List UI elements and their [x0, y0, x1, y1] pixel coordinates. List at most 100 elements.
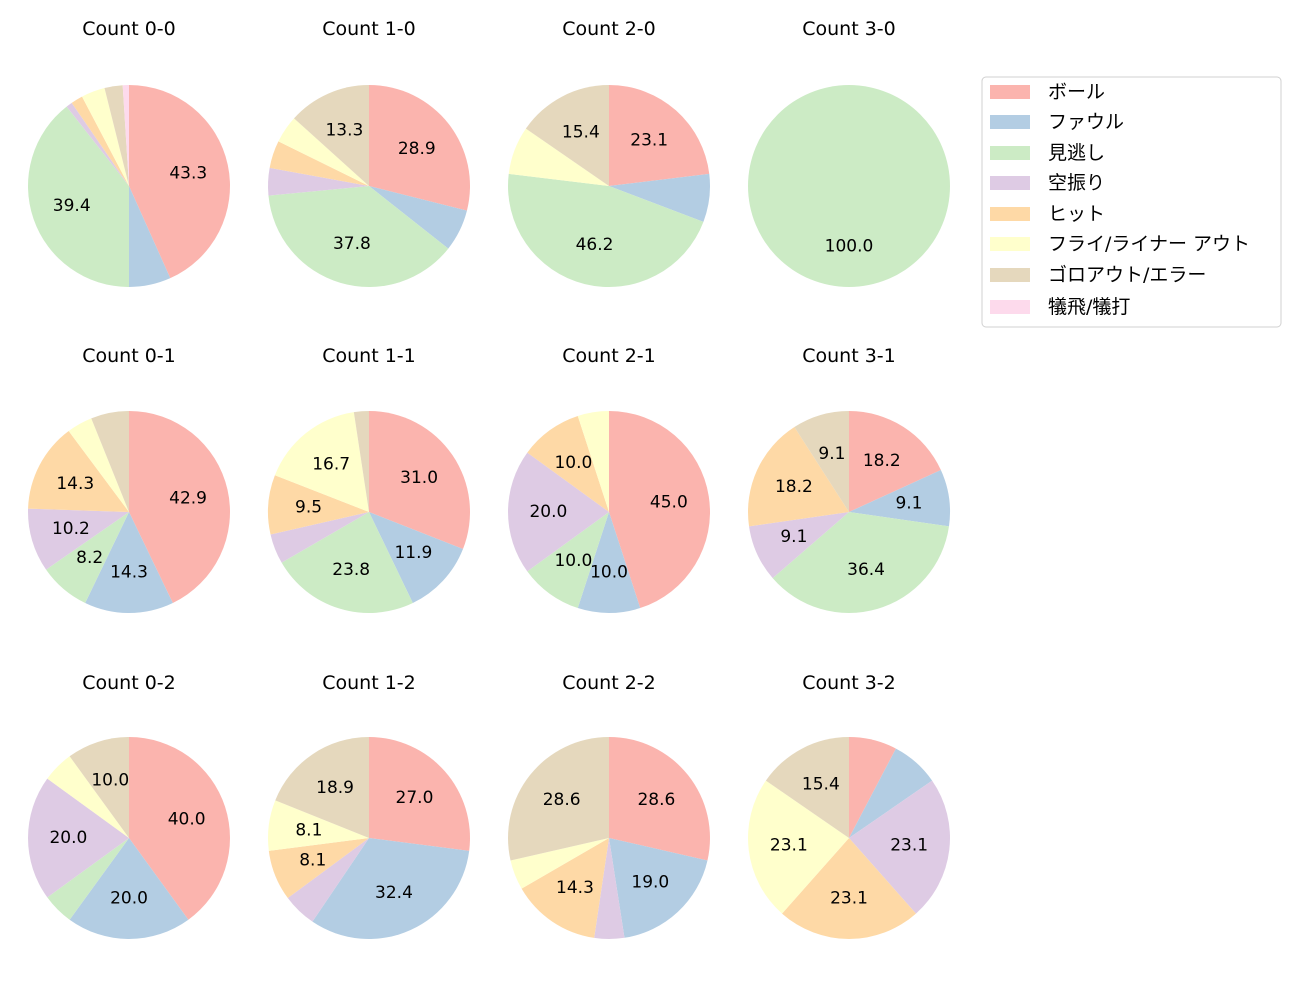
pie-title: Count 3-1 [802, 345, 896, 367]
legend-label: ゴロアウト/エラー [1048, 264, 1206, 286]
slice-label: 40.0 [168, 809, 206, 829]
pie-slice-4 [268, 838, 369, 899]
slice-label: 18.2 [775, 477, 813, 497]
slice-label: 8.1 [299, 851, 326, 871]
slice-label: 32.4 [375, 883, 413, 903]
pie-count-2-1: Count 2-145.010.010.020.010.0 [508, 345, 711, 613]
pie-slice-1 [369, 186, 467, 249]
pie-slice-1 [849, 470, 950, 527]
pie-slice-4 [527, 415, 609, 512]
pie-count-2-2: Count 2-2 28.6 19.0 14.3 28.6 [508, 672, 710, 939]
pie-slice-0 [849, 737, 896, 838]
pie-slice-5 [747, 780, 849, 914]
slice-label: 9.1 [818, 444, 845, 464]
pie-title: Count 2-2 [562, 672, 656, 694]
slice-label: 23.1 [770, 835, 808, 855]
pie-slice-6 [91, 411, 129, 512]
pie-slice-5 [268, 800, 369, 851]
slice-label: 42.9 [169, 489, 207, 509]
pie-slice-0 [609, 411, 711, 609]
pie-slice-1 [129, 186, 171, 287]
pie-slice-1 [609, 838, 708, 938]
slice-label: 19.0 [631, 872, 669, 892]
pie-slice-6 [794, 411, 849, 512]
slice-label: 23.1 [830, 889, 868, 909]
pie-title: Count 3-0 [802, 18, 896, 40]
slice-label: 28.6 [637, 790, 675, 810]
pie-title: Count 0-1 [82, 345, 176, 367]
slice-label: 10.0 [554, 453, 592, 473]
pie-slice-0 [129, 411, 231, 603]
pie-slice-2 [46, 512, 129, 603]
pie-slice-3 [849, 780, 951, 914]
slice-label: 28.9 [398, 139, 436, 159]
legend-label: 見逃し [1048, 142, 1105, 164]
pie-count-1-1: Count 1-1 31.0 11.9 23.8 9.5 16.7 [268, 345, 470, 613]
pie-slice-2 [281, 512, 413, 613]
pie-title: Count 2-1 [562, 345, 656, 367]
pie-slice-3 [270, 512, 369, 563]
pie-title: Count 1-2 [322, 672, 416, 694]
slice-label: 36.4 [847, 560, 885, 580]
slice-label: 100.0 [825, 237, 874, 257]
legend-swatch [990, 176, 1030, 190]
pie-slice-3 [27, 508, 129, 570]
pie-slice-5 [68, 418, 129, 512]
slice-label: 20.0 [49, 828, 87, 848]
slice-label: 46.2 [576, 235, 614, 255]
slice-label: 45.0 [650, 493, 688, 513]
pie-slice-4 [782, 838, 916, 940]
pie-slice-0 [369, 85, 470, 211]
pie-slice-0 [609, 85, 710, 186]
pie-slice-0 [129, 85, 230, 279]
pie-slice-5 [82, 88, 129, 186]
slice-label: 23.1 [630, 131, 668, 151]
pie-slice-0 [609, 737, 710, 861]
slice-label: 14.3 [110, 563, 148, 583]
pie-slice-6 [69, 737, 129, 838]
pie-slice-5 [577, 411, 609, 512]
pie-slice-3 [66, 102, 129, 186]
legend-label: フライ/ライナー アウト [1048, 233, 1250, 255]
slice-label: 9.5 [295, 498, 322, 518]
slice-label: 20.0 [110, 889, 148, 909]
slice-label: 10.0 [554, 551, 592, 571]
slice-label: 18.2 [863, 451, 901, 471]
slice-label: 16.7 [312, 455, 350, 475]
legend-label: ボール [1048, 81, 1105, 103]
pie-slice-4 [521, 838, 609, 938]
pie-slice-2 [268, 186, 449, 287]
pie-slice-2 [748, 85, 950, 287]
slice-label: 15.4 [562, 122, 600, 142]
slice-label: 14.3 [56, 474, 94, 494]
pie-slice-4 [71, 96, 129, 186]
pie-slice-4 [748, 427, 849, 527]
pie-slice-6 [525, 85, 609, 186]
slice-label: 8.2 [76, 548, 103, 568]
pie-count-0-1: Count 0-1 42.9 14.3 8.2 10.2 14.3 [27, 345, 231, 613]
pie-slice-2 [507, 173, 704, 288]
legend-label: 空振り [1048, 172, 1105, 194]
pie-slice-6 [765, 737, 849, 838]
legend-swatch [990, 207, 1030, 221]
pie-slice-1 [85, 512, 173, 613]
slice-label: 28.6 [543, 790, 581, 810]
pie-slice-3 [287, 838, 369, 922]
legend-swatch [990, 268, 1030, 282]
legend-swatch [990, 146, 1030, 160]
pie-slice-6 [104, 85, 129, 186]
slice-label: 18.9 [316, 778, 354, 798]
slice-label: 11.9 [394, 543, 432, 563]
slice-label: 37.8 [333, 234, 371, 254]
legend-swatch [990, 300, 1030, 314]
pie-slice-6 [294, 85, 369, 186]
pie-title: Count 3-2 [802, 672, 896, 694]
slice-label: 9.1 [780, 527, 807, 547]
pie-slice-6 [275, 737, 369, 838]
slice-label: 10.0 [91, 770, 129, 790]
pie-slice-6 [508, 737, 609, 861]
pie-count-0-0: Count 0-0 43.3 39.4 [27, 18, 230, 287]
pie-slice-0 [849, 411, 941, 512]
legend-label: ファウル [1048, 111, 1124, 133]
